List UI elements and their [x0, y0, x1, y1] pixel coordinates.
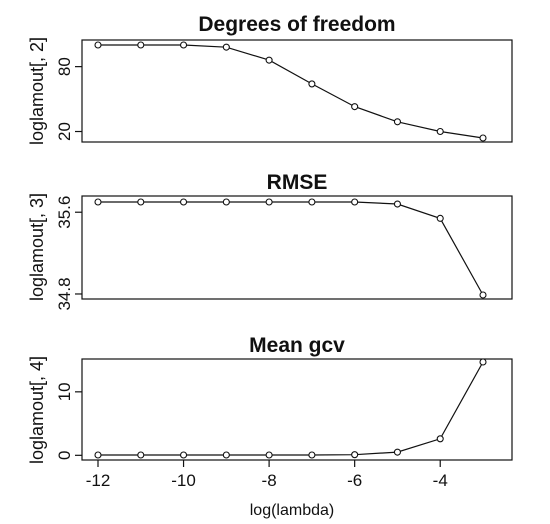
data-point-rmse — [180, 198, 188, 206]
data-point-rmse — [222, 198, 230, 206]
data-point-gcv — [351, 451, 359, 459]
data-point-gcv — [180, 451, 188, 459]
x-tick-label: -6 — [347, 471, 362, 490]
chart-title-gcv: Mean gcv — [249, 334, 345, 357]
panel-rmse: RMSE loglamout[, 3] 34.8 35.6 — [27, 171, 513, 311]
data-point-rmse — [393, 200, 401, 208]
panel-dof: Degrees of freedom loglamout[, 2] 20 80 — [27, 13, 513, 145]
panels-group: Degrees of freedom loglamout[, 2] 20 80 RMSE… — [27, 13, 513, 519]
data-point-gcv — [137, 451, 145, 459]
panel-gcv: Mean gcv loglamout[, 4] 0 10 -12 -10 -8 -6 -4 log… — [27, 334, 513, 519]
y-tick-label-gcv: 10 — [55, 382, 74, 401]
data-point-dof — [180, 41, 188, 49]
y-tick-label-dof: 80 — [55, 57, 74, 76]
data-point-rmse — [265, 198, 273, 206]
data-point-dof — [351, 103, 359, 111]
data-point-rmse — [94, 198, 102, 206]
x-axis-label: log(lambda) — [250, 502, 334, 519]
data-point-rmse — [479, 291, 487, 299]
y-axis-label-gcv: loglamout[, 4] — [27, 356, 47, 464]
data-point-dof — [137, 41, 145, 49]
data-point-gcv — [479, 358, 487, 366]
data-point-dof — [265, 56, 273, 64]
data-point-gcv — [265, 451, 273, 459]
y-tick-label-gcv: 0 — [55, 451, 74, 460]
y-axis-label-rmse: loglamout[, 3] — [27, 193, 47, 301]
data-point-dof — [393, 118, 401, 126]
y-tick-label-dof: 20 — [55, 122, 74, 141]
data-point-rmse — [137, 198, 145, 206]
data-point-dof — [479, 134, 487, 142]
series-line-dof — [98, 44, 484, 139]
x-tick-label: -8 — [262, 471, 277, 490]
data-point-gcv — [308, 451, 316, 459]
data-point-rmse — [308, 198, 316, 206]
data-point-gcv — [436, 435, 444, 443]
data-point-rmse — [351, 198, 359, 206]
plot-frame-rmse — [81, 195, 513, 300]
plot-frame-gcv — [81, 358, 513, 461]
y-tick-label-rmse: 35.6 — [55, 196, 74, 229]
x-tick-label: -4 — [433, 471, 448, 490]
data-point-gcv — [94, 451, 102, 459]
y-axis-label-dof: loglamout[, 2] — [27, 37, 47, 145]
chart-title-dof: Degrees of freedom — [198, 13, 395, 36]
data-point-gcv — [222, 451, 230, 459]
series-line-rmse — [98, 201, 484, 296]
x-tick-label: -12 — [86, 471, 111, 490]
x-tick-label: -10 — [171, 471, 196, 490]
series-line-gcv — [98, 361, 484, 456]
chart-title-rmse: RMSE — [267, 171, 328, 194]
data-point-rmse — [436, 214, 444, 222]
data-point-gcv — [393, 448, 401, 456]
plot-frame-dof — [81, 39, 513, 143]
data-point-dof — [94, 41, 102, 49]
data-point-dof — [308, 80, 316, 88]
y-tick-label-rmse: 34.8 — [55, 277, 74, 310]
data-point-dof — [222, 43, 230, 51]
data-point-dof — [436, 127, 444, 136]
